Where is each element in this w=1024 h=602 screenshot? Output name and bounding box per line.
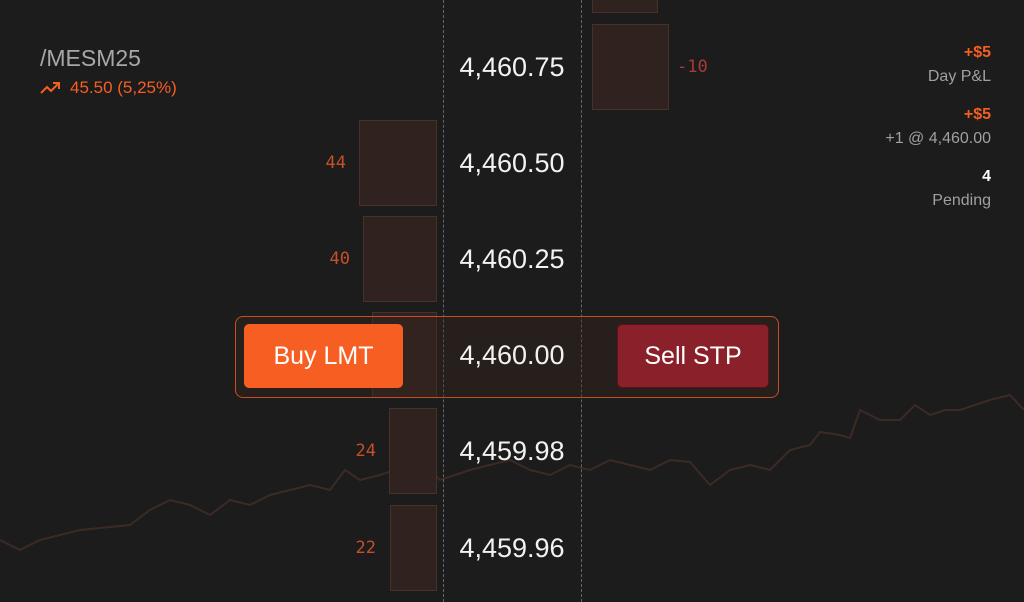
ladder-price[interactable]: 4,460.50 bbox=[459, 148, 565, 178]
bid-volume: 40 bbox=[329, 249, 350, 269]
ladder-divider-right bbox=[581, 0, 582, 602]
pending-label: Pending bbox=[932, 192, 991, 209]
day-pnl-value: +$5 bbox=[963, 44, 991, 61]
ladder-divider-left bbox=[443, 0, 444, 602]
position-pnl-value: +$5 bbox=[963, 106, 991, 123]
bid-volume-bar bbox=[390, 505, 437, 591]
buy-lmt-button[interactable]: Buy LMT bbox=[244, 324, 403, 388]
pending-count: 4 bbox=[982, 168, 991, 185]
bid-volume-bar bbox=[359, 120, 437, 206]
ladder-price[interactable]: 4,459.98 bbox=[459, 436, 565, 466]
position-label: +1 @ 4,460.00 bbox=[885, 130, 991, 147]
ask-volume-bar bbox=[592, 24, 669, 110]
ask-volume-bar bbox=[592, 0, 658, 13]
ladder-price[interactable]: 4,460.00 bbox=[459, 340, 565, 370]
ask-volume: -10 bbox=[677, 57, 708, 77]
ladder-price[interactable]: 4,460.75 bbox=[459, 52, 565, 82]
bid-volume: 22 bbox=[355, 538, 376, 558]
sell-stp-button[interactable]: Sell STP bbox=[617, 324, 769, 388]
bid-volume: 24 bbox=[355, 441, 376, 461]
ladder-price[interactable]: 4,459.96 bbox=[459, 533, 565, 563]
ladder-price[interactable]: 4,460.25 bbox=[459, 244, 565, 274]
symbol-name: /MESM25 bbox=[40, 45, 141, 71]
change-text: 45.50 (5,25%) bbox=[70, 78, 177, 97]
bid-volume: 44 bbox=[325, 153, 346, 173]
bid-volume-bar bbox=[363, 216, 437, 302]
trending-up-icon bbox=[40, 82, 60, 94]
day-pnl-label: Day P&L bbox=[927, 68, 991, 85]
symbol-change: 45.50 (5,25%) bbox=[40, 78, 177, 98]
bid-volume-bar bbox=[389, 408, 437, 494]
